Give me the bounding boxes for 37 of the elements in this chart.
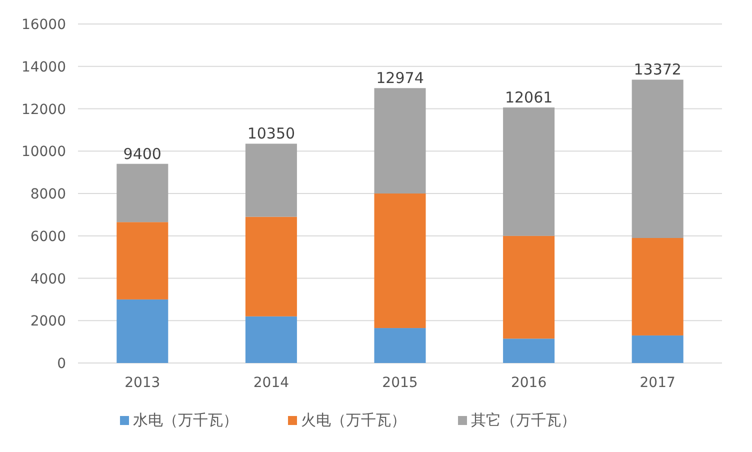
bar	[245, 316, 297, 363]
total-label: 10350	[247, 124, 296, 143]
bar	[632, 238, 684, 336]
bar	[503, 338, 555, 363]
bar	[374, 88, 426, 194]
bar	[503, 236, 555, 339]
legend-label: 水电（万千瓦）	[133, 411, 238, 429]
y-tick-label: 4000	[30, 271, 66, 288]
y-tick-label: 10000	[21, 144, 66, 160]
x-tick-label: 2014	[253, 375, 290, 391]
total-label: 13372	[634, 60, 682, 79]
bar	[632, 80, 684, 238]
y-tick-label: 6000	[30, 228, 66, 245]
x-tick-label: 2017	[640, 375, 676, 391]
y-tick-label: 16000	[21, 17, 66, 33]
total-label: 9400	[123, 144, 162, 163]
total-label: 12974	[376, 69, 424, 88]
y-tick-label: 2000	[30, 314, 66, 330]
bar	[245, 216, 297, 316]
bar	[116, 164, 168, 222]
bar	[245, 144, 297, 217]
bar	[632, 335, 684, 363]
y-tick-label: 0	[57, 356, 66, 372]
bar	[374, 328, 426, 363]
y-tick-label: 8000	[30, 186, 66, 202]
legend-label: 火电（万千瓦）	[301, 411, 406, 429]
x-tick-label: 2015	[382, 375, 418, 391]
total-label: 12061	[504, 88, 553, 106]
legend-label: 其它（万千瓦）	[471, 411, 576, 429]
x-tick-label: 2013	[124, 375, 160, 391]
y-tick-label: 12000	[21, 102, 66, 118]
bar	[503, 107, 555, 236]
bar	[116, 299, 168, 363]
y-tick-label: 14000	[21, 59, 66, 76]
x-tick-label: 2016	[510, 375, 547, 391]
bar	[116, 222, 168, 300]
bar	[374, 194, 426, 328]
